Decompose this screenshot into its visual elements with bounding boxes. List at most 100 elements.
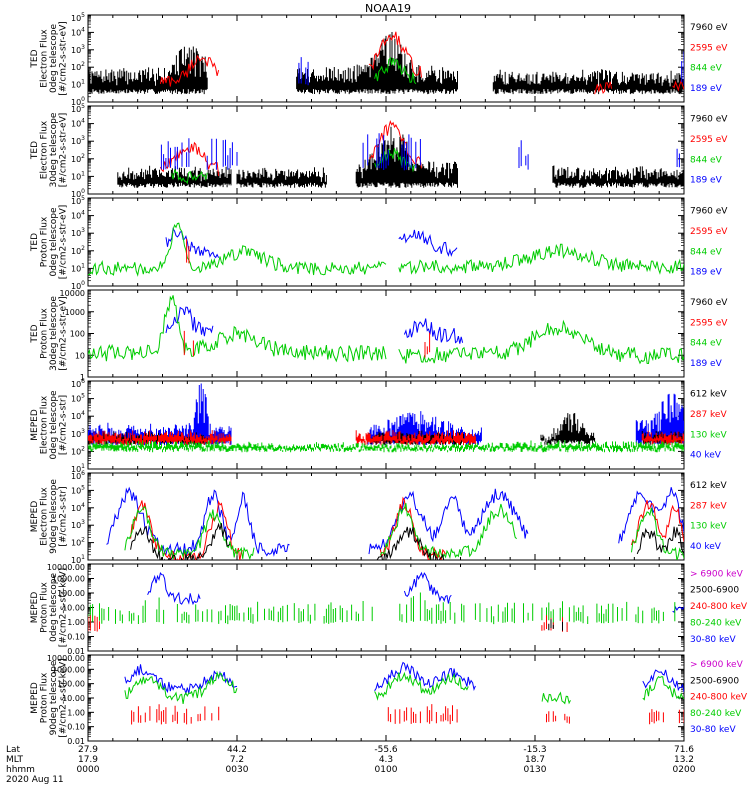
- series-spikes: [88, 440, 684, 453]
- y-tick-label: 100: [71, 280, 85, 291]
- y-tick-label: 106: [71, 470, 85, 481]
- y-axis-label-line: Electron Flux: [39, 120, 49, 179]
- legend-entry: 40 keV: [690, 451, 722, 461]
- legend-entry: 30-80 keV: [690, 725, 736, 735]
- y-tick-label: 10000.00: [47, 654, 85, 663]
- y-tick-label: 1000.00: [52, 575, 85, 584]
- legend-entry: 2595 eV: [690, 318, 728, 328]
- panel-series: [88, 222, 684, 277]
- series-line: [88, 295, 684, 365]
- y-tick-label: 1000.00: [52, 665, 85, 674]
- y-axis-label-line: [#/cm2-s-str-keV]: [58, 658, 68, 737]
- y-axis-label-line: MEPED: [30, 682, 40, 714]
- y-tick-label: 104: [71, 502, 85, 513]
- footer-mlt-value: 7.2: [230, 755, 244, 765]
- y-axis-label-line: Proton Flux: [39, 582, 49, 633]
- y-tick-label: 105: [71, 195, 85, 206]
- legend-entry: 844 eV: [690, 155, 723, 165]
- y-tick-label: 103: [71, 44, 85, 55]
- y-axis-label-line: MEPED: [30, 592, 40, 624]
- legend-entry: 189 eV: [690, 176, 723, 186]
- panel-series: [88, 383, 684, 453]
- legend-entry: 30-80 keV: [690, 635, 736, 645]
- y-tick-label: 10000.00: [47, 563, 85, 572]
- y-tick-label: 1.00: [67, 618, 85, 627]
- panel-8: 0.010.101.0010.00100.001000.0010000.00ME…: [30, 654, 748, 746]
- series-line: [159, 31, 684, 95]
- panel-frame: [87, 289, 685, 378]
- footer-row-label-hhmm: hhmm: [6, 765, 35, 775]
- legend-entry: 7960 eV: [690, 23, 728, 33]
- y-tick-label: 104: [71, 410, 85, 421]
- y-axis-label: MEPEDProton Flux0deg telescope[#/cm2-s-s…: [30, 568, 69, 647]
- legend-entry: 7960 eV: [690, 298, 728, 308]
- y-axis-label: TEDElectron Flux30deg telescope[#/cm2-s-…: [30, 112, 69, 187]
- series-line: [165, 306, 464, 344]
- legend-entry: > 6900 keV: [690, 660, 744, 670]
- legend-entry: 2595 eV: [690, 227, 728, 237]
- y-tick-label: 105: [71, 103, 85, 114]
- series-line: [147, 571, 684, 613]
- series-line: [130, 522, 684, 560]
- y-tick-label: 10: [75, 351, 85, 360]
- y-tick-label: 105: [71, 393, 85, 404]
- y-tick-label: 0.10: [67, 633, 85, 642]
- legend-entry: 2595 eV: [690, 43, 728, 53]
- y-tick-label: 10.00: [62, 604, 85, 613]
- y-tick-label: 102: [71, 245, 85, 256]
- y-tick-label: 103: [71, 519, 85, 530]
- footer-row-label-lat: Lat: [6, 745, 21, 755]
- footer-lat-value: -15.3: [523, 745, 546, 755]
- legend-entry: 189 eV: [690, 268, 723, 278]
- y-tick-label: 0.01: [67, 647, 85, 656]
- series-line: [374, 56, 417, 85]
- footer-mlt-value: 4.3: [379, 755, 393, 765]
- footer-mlt-value: 17.9: [78, 755, 98, 765]
- footer-mlt-value: 18.7: [525, 755, 545, 765]
- y-axis-label-line: 0deg telescope: [49, 573, 59, 643]
- panel-series: [88, 31, 684, 95]
- series-spikes: [117, 126, 684, 188]
- panel-frame: [87, 197, 685, 287]
- series-line: [124, 661, 684, 696]
- chart-title: NOAA19: [365, 2, 411, 15]
- y-tick-label: 103: [71, 428, 85, 439]
- y-axis-label-line: [#/cm2-s-str-eV]: [58, 205, 68, 280]
- y-axis-label-line: Electron Flux: [39, 29, 49, 88]
- y-axis-label-line: 90deg telescope: [49, 479, 59, 554]
- series-line: [88, 222, 684, 277]
- y-tick-label: 102: [71, 61, 85, 72]
- series-spikes: [88, 32, 684, 95]
- y-axis-label-line: 90deg telescope: [49, 660, 59, 735]
- y-tick-label: 100.00: [57, 589, 85, 598]
- y-axis-label-line: 30deg telescope: [49, 296, 59, 371]
- y-axis-label-line: [#/cm2-s-str]: [58, 486, 68, 546]
- legend-entry: 844 eV: [690, 64, 723, 74]
- legend-entry: 130 keV: [690, 430, 727, 440]
- panel-7: 0.010.101.0010.00100.001000.0010000.00ME…: [30, 563, 748, 656]
- legend-entry: 240-800 keV: [690, 602, 748, 612]
- y-tick-label: 104: [71, 118, 85, 129]
- y-axis-label-line: Proton Flux: [39, 308, 49, 359]
- y-tick-label: 0.01: [67, 737, 85, 746]
- y-axis-label-line: TED: [30, 49, 40, 68]
- y-tick-label: 104: [71, 210, 85, 221]
- y-axis-label-line: Proton Flux: [39, 672, 49, 723]
- y-tick-label: 102: [71, 537, 85, 548]
- y-axis-label-line: [#/cm2-s-str-eV]: [58, 296, 68, 371]
- y-axis-label-line: MEPED: [30, 501, 40, 533]
- y-tick-label: 1: [80, 373, 85, 382]
- legend-entry: 7960 eV: [690, 206, 728, 216]
- footer-lat-value: 44.2: [227, 745, 247, 755]
- y-axis-label-line: 0deg telescope: [49, 207, 59, 277]
- y-axis-label-line: TED: [30, 141, 40, 160]
- panel-series: [117, 119, 684, 188]
- series-ticks: [186, 238, 190, 264]
- series-ticks: [183, 330, 431, 358]
- y-axis-label: TEDProton Flux0deg telescope[#/cm2-s-str…: [30, 205, 69, 280]
